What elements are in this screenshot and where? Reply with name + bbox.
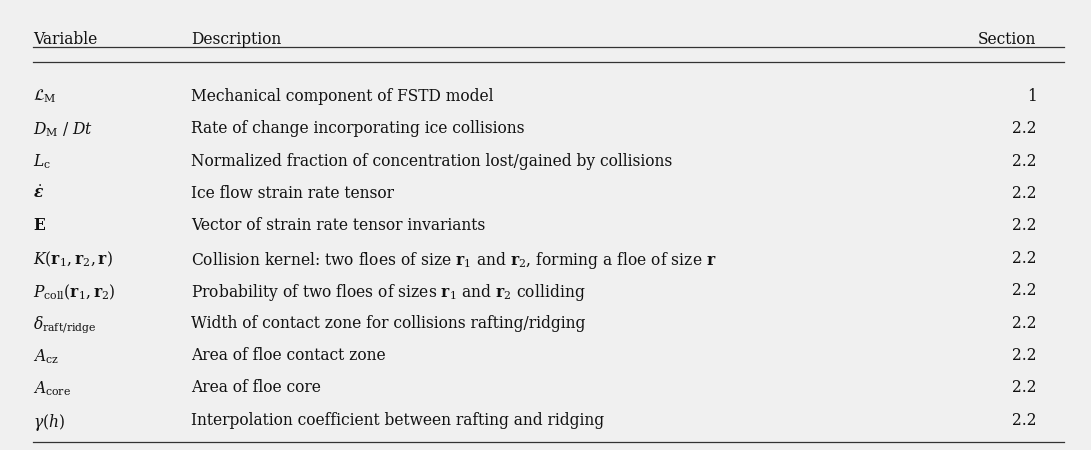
Text: Interpolation coefficient between rafting and ridging: Interpolation coefficient between raftin… — [191, 412, 604, 429]
Text: Description: Description — [191, 32, 281, 49]
Text: Area of floe core: Area of floe core — [191, 379, 321, 396]
Text: 1: 1 — [1027, 88, 1036, 105]
Text: 2.2: 2.2 — [1012, 250, 1036, 267]
Text: Collision kernel: two floes of size $\mathbf{r}_1$ and $\mathbf{r}_2$, forming a: Collision kernel: two floes of size $\ma… — [191, 250, 717, 271]
Text: $A_\mathrm{cz}$: $A_\mathrm{cz}$ — [33, 347, 59, 366]
Text: $D_\mathrm{M}$ / $Dt$: $D_\mathrm{M}$ / $Dt$ — [33, 120, 93, 139]
Text: Width of contact zone for collisions rafting/ridging: Width of contact zone for collisions raf… — [191, 315, 585, 332]
Text: $P_\mathrm{coll}(\mathbf{r}_1, \mathbf{r}_2)$: $P_\mathrm{coll}(\mathbf{r}_1, \mathbf{r… — [33, 282, 116, 302]
Text: 2.2: 2.2 — [1012, 412, 1036, 429]
Text: Rate of change incorporating ice collisions: Rate of change incorporating ice collisi… — [191, 120, 525, 137]
Text: Probability of two floes of sizes $\mathbf{r}_1$ and $\mathbf{r}_2$ colliding: Probability of two floes of sizes $\math… — [191, 282, 586, 303]
Text: Section: Section — [978, 32, 1036, 49]
Text: 2.2: 2.2 — [1012, 282, 1036, 299]
Text: 2.2: 2.2 — [1012, 153, 1036, 170]
Text: Normalized fraction of concentration lost/gained by collisions: Normalized fraction of concentration los… — [191, 153, 672, 170]
Text: Area of floe contact zone: Area of floe contact zone — [191, 347, 385, 364]
Text: 2.2: 2.2 — [1012, 315, 1036, 332]
Text: 2.2: 2.2 — [1012, 379, 1036, 396]
Text: Vector of strain rate tensor invariants: Vector of strain rate tensor invariants — [191, 217, 485, 234]
Text: $\mathcal{L}_\mathrm{M}$: $\mathcal{L}_\mathrm{M}$ — [33, 88, 57, 105]
Text: 2.2: 2.2 — [1012, 120, 1036, 137]
Text: $L_\mathrm{c}$: $L_\mathrm{c}$ — [33, 153, 51, 171]
Text: $K(\mathbf{r}_1, \mathbf{r}_2, \mathbf{r})$: $K(\mathbf{r}_1, \mathbf{r}_2, \mathbf{r… — [33, 250, 112, 269]
Text: $\mathbf{E}$: $\mathbf{E}$ — [33, 217, 46, 234]
Text: $\gamma(h)$: $\gamma(h)$ — [33, 412, 64, 433]
Text: 2.2: 2.2 — [1012, 185, 1036, 202]
Text: $\dot{\boldsymbol{\epsilon}}$: $\dot{\boldsymbol{\epsilon}}$ — [33, 185, 44, 202]
Text: Ice flow strain rate tensor: Ice flow strain rate tensor — [191, 185, 394, 202]
Text: Variable: Variable — [33, 32, 97, 49]
Text: $\delta_\mathrm{raft/ridge}$: $\delta_\mathrm{raft/ridge}$ — [33, 315, 96, 335]
Text: 2.2: 2.2 — [1012, 217, 1036, 234]
Text: 2.2: 2.2 — [1012, 347, 1036, 364]
Text: $A_\mathrm{core}$: $A_\mathrm{core}$ — [33, 379, 71, 398]
Text: Mechanical component of FSTD model: Mechanical component of FSTD model — [191, 88, 493, 105]
